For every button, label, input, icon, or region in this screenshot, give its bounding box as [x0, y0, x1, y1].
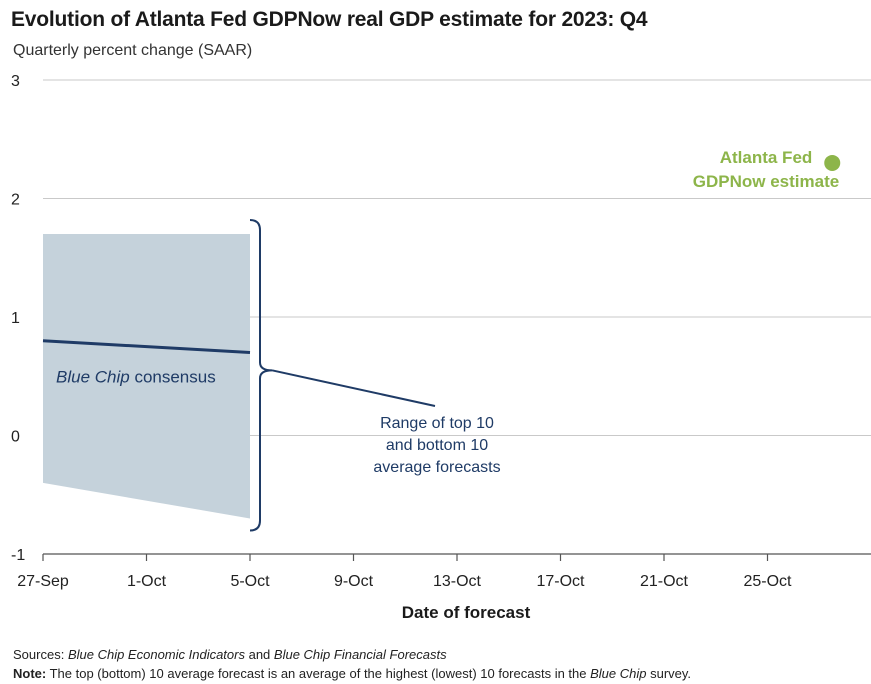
- y-tick-label: 0: [11, 429, 20, 446]
- range-label-line: average forecasts: [373, 459, 500, 476]
- sources-source-2: Blue Chip Financial Forecasts: [273, 647, 447, 662]
- sources-and: and: [244, 647, 274, 662]
- sources-label: Sources: [13, 647, 61, 662]
- chart-title: Evolution of Atlanta Fed GDPNow real GDP…: [11, 8, 648, 31]
- note-line: Note: The top (bottom) 10 average foreca…: [13, 666, 691, 681]
- x-tick-label: 27-Sep: [17, 573, 69, 590]
- chart-subtitle: Quarterly percent change (SAAR): [13, 42, 253, 59]
- note-text-1: The top (bottom) 10 average forecast is …: [46, 666, 591, 681]
- sources-source-1: Blue Chip Economic Indicators: [67, 647, 245, 662]
- note-text-2: survey.: [646, 666, 692, 681]
- x-tick-label: 17-Oct: [536, 573, 585, 590]
- x-axis-label: Date of forecast: [402, 603, 531, 622]
- range-label-line: Range of top 10: [380, 415, 494, 432]
- x-tick-label: 21-Oct: [640, 573, 689, 590]
- consensus-label: Blue Chip consensus: [56, 367, 216, 386]
- gdpnow-label-line: Atlanta Fed: [720, 148, 813, 167]
- x-tick-label: 5-Oct: [230, 573, 270, 590]
- y-tick-label: -1: [11, 547, 25, 564]
- gdpnow-point: [824, 154, 841, 171]
- range-leader-line: [271, 369, 436, 407]
- note-italic: Blue Chip: [590, 666, 647, 681]
- y-tick-label: 3: [11, 73, 20, 90]
- y-tick-label: 2: [11, 192, 20, 209]
- consensus-line: [42, 339, 251, 355]
- gdpnow-label-line: GDPNow estimate: [693, 172, 839, 191]
- note-label: Note:: [13, 666, 47, 681]
- x-tick-label: 13-Oct: [433, 573, 482, 590]
- y-tick-label: 1: [11, 310, 20, 327]
- x-tick-label: 9-Oct: [334, 573, 374, 590]
- sources-line: Sources: Blue Chip Economic Indicators a…: [13, 647, 447, 662]
- x-tick-label: 1-Oct: [127, 573, 167, 590]
- chart-svg: -1 0 1 2 3 Blue Chip consensus Range of top 10…: [11, 73, 871, 622]
- x-tick-label: 25-Oct: [743, 573, 792, 590]
- range-bracket: [249, 219, 273, 532]
- range-band: [43, 234, 250, 519]
- range-label-line: and bottom 10: [386, 437, 488, 454]
